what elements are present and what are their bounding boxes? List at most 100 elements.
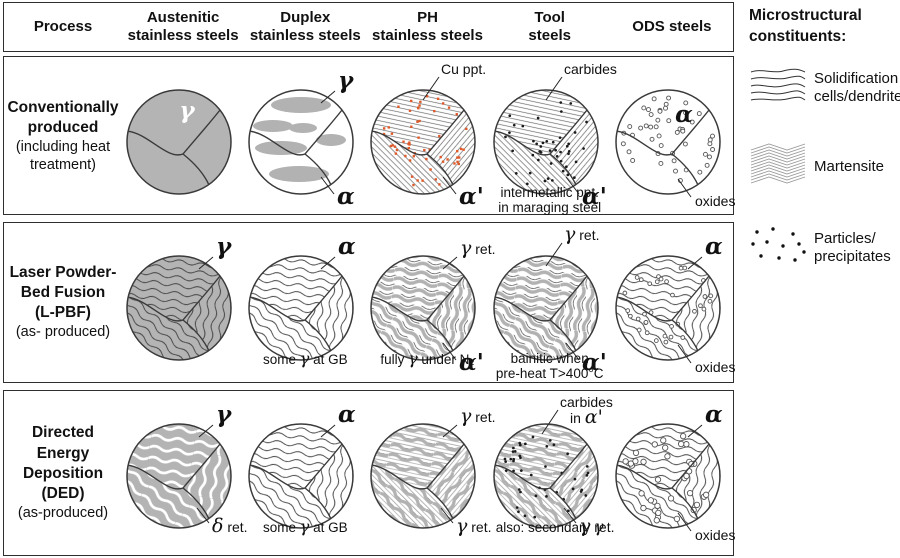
orange-dots bbox=[383, 95, 468, 187]
microstructure-cell-ded-tool: carbides in α' γ ret. also: secondary γ bbox=[489, 391, 614, 555]
phase-label: α' bbox=[582, 183, 607, 210]
phase-label: γ bbox=[180, 97, 197, 124]
phase-label: α bbox=[338, 233, 356, 260]
process-subtitle: (as- produced) bbox=[15, 324, 111, 341]
phase-label: in α' bbox=[570, 406, 603, 428]
cell-caption: some γ at GB bbox=[262, 349, 348, 368]
microstructure-cell-lpbf-ods: α oxides bbox=[611, 223, 735, 382]
micrograph-circle-lpbf-duplex: α bbox=[248, 233, 356, 361]
micrograph-circle-lpbf-tool: γ ret. α' bbox=[492, 223, 607, 376]
phase-label: γ ret. bbox=[456, 515, 491, 537]
phase-label: carbides bbox=[564, 61, 617, 77]
microstructure-cell-ded-ph: γ ret. γ ret. bbox=[366, 391, 496, 555]
open-med-dots bbox=[622, 265, 714, 345]
micrograph-circle-conventional-ph: Cu ppt. α' bbox=[370, 61, 487, 210]
phase-label: α bbox=[338, 401, 356, 428]
phase-label: γ bbox=[338, 67, 355, 94]
phase-label: γ ret. bbox=[579, 515, 614, 537]
legend-item-2: Particles/ precipitates bbox=[749, 224, 899, 273]
header-column-2: PH stainless steels bbox=[372, 9, 483, 44]
micrograph-circle-ded-duplex: α bbox=[248, 401, 356, 529]
black-dots bbox=[503, 101, 588, 186]
phase-label: α bbox=[337, 183, 355, 210]
microstructure-cell-ded-ods: α oxides bbox=[611, 391, 735, 555]
phase-label: γ bbox=[216, 233, 233, 260]
phase-label: α bbox=[675, 101, 693, 128]
microstructure-cell-conventional-tool: carbides α' intermetallic ppt. in maraging … bbox=[489, 57, 617, 216]
row-lpbf: Laser Powder- Bed Fusion (L-PBF) (as- pro… bbox=[3, 222, 735, 383]
header-column-4: ODS steels bbox=[632, 18, 712, 35]
phase-label: α bbox=[705, 401, 723, 428]
microstructure-cell-conventional-ods: α oxides bbox=[611, 57, 735, 215]
legend-item-0: Solidification cells/dendrites bbox=[749, 64, 900, 113]
header-row: Process Austenitic stainless steels Duple… bbox=[3, 2, 734, 52]
greek-symbol: γ bbox=[299, 349, 310, 368]
phase-label: oxides bbox=[695, 359, 735, 375]
cell-caption: also: secondary γ bbox=[495, 517, 604, 536]
microstructure-cell-lpbf-ph: γ ret. α' fully γ under N₂ bbox=[366, 223, 496, 382]
microstructure-cell-lpbf-austenitic: γ bbox=[122, 223, 244, 382]
phase-label: γ ret. bbox=[564, 223, 599, 245]
cell-caption: some γ at GB bbox=[262, 517, 348, 536]
micrograph-circle-conventional-austenitic: γ bbox=[126, 89, 232, 195]
martensite-hatch-icon bbox=[749, 143, 807, 192]
micrograph-circle-ded-ph: γ ret. γ ret. bbox=[370, 405, 496, 537]
legend: Microstructural constituents: Solidifica… bbox=[749, 4, 900, 273]
micrograph-circle-conventional-ods: α oxides bbox=[615, 89, 735, 209]
legend-item-label: Solidification cells/dendrites bbox=[814, 69, 900, 106]
micrograph-circle-lpbf-ph: γ ret. α' bbox=[370, 237, 496, 376]
microstructure-cell-conventional-austenitic: γ bbox=[122, 57, 244, 215]
process-cell: Conventionally produced (including heat t… bbox=[4, 57, 122, 215]
greek-symbol: γ bbox=[408, 349, 418, 368]
phase-label: carbides bbox=[560, 394, 613, 410]
phase-label: δ ret. bbox=[212, 515, 248, 537]
legend-items: Solidification cells/dendrites Martensite… bbox=[749, 64, 900, 273]
process-title: Conventionally produced bbox=[7, 98, 119, 136]
black-dots bbox=[503, 435, 590, 519]
process-cell: Directed Energy Deposition (DED) (as-prod… bbox=[4, 391, 122, 555]
phase-label: γ bbox=[216, 401, 233, 428]
micrograph-circle-conventional-duplex: γα bbox=[248, 67, 355, 210]
legend-item-label: Martensite bbox=[814, 157, 885, 175]
process-title: Directed Energy Deposition (DED) bbox=[22, 424, 104, 502]
cell-caption: fully γ under N₂ bbox=[380, 349, 475, 368]
process-title: Laser Powder- Bed Fusion (L-PBF) bbox=[9, 263, 117, 322]
microstructure-cell-ded-duplex: α some γ at GB bbox=[244, 391, 366, 555]
micrograph-circle-ded-austenitic: γ δ ret. bbox=[126, 401, 248, 537]
micrograph-circle-lpbf-ods: α oxides bbox=[615, 233, 735, 375]
phase-label: α' bbox=[459, 183, 484, 210]
microstructure-cell-lpbf-duplex: α some γ at GB bbox=[244, 223, 366, 382]
process-cell: Laser Powder- Bed Fusion (L-PBF) (as- pro… bbox=[4, 223, 122, 382]
solidification-lines-icon bbox=[749, 64, 807, 113]
header-column-0: Austenitic stainless steels bbox=[127, 9, 239, 44]
cell-caption: intermetallic ppt. in maraging steel bbox=[498, 185, 602, 216]
header-column-3: Tool steels bbox=[528, 9, 571, 44]
cell-caption: bainitic when pre-heat T>400°C bbox=[495, 351, 604, 382]
header-process: Process bbox=[33, 18, 93, 35]
greek-symbol: γ bbox=[594, 517, 604, 536]
phase-label: α' bbox=[459, 349, 484, 376]
microstructure-cell-lpbf-tool: γ ret. α' bainitic when pre-heat T>400°C bbox=[489, 223, 611, 382]
row-ded: Directed Energy Deposition (DED) (as-prod… bbox=[3, 390, 735, 556]
phase-label: γ ret. bbox=[460, 237, 495, 259]
legend-title: Microstructural constituents: bbox=[749, 7, 862, 45]
micrograph-circle-lpbf-austenitic: γ bbox=[126, 233, 233, 361]
header-column-1: Duplex stainless steels bbox=[249, 9, 361, 44]
micrograph-circle-conventional-tool: carbides α' bbox=[492, 61, 617, 210]
microstructure-cell-ded-austenitic: γ δ ret. bbox=[122, 391, 248, 555]
process-subtitle: (including heat treatment) bbox=[15, 139, 111, 173]
process-subtitle: (as-produced) bbox=[17, 504, 109, 521]
phase-label: α' bbox=[582, 349, 607, 376]
phase-label: oxides bbox=[695, 193, 735, 209]
phase-label: γ ret. bbox=[460, 405, 495, 427]
particles-dots-icon bbox=[749, 224, 807, 273]
phase-label: Cu ppt. bbox=[441, 61, 486, 77]
phase-label: α bbox=[705, 233, 723, 260]
microstructure-cell-conventional-ph: Cu ppt. α' bbox=[366, 57, 488, 215]
greek-symbol: γ bbox=[299, 517, 310, 536]
legend-item-1: Martensite bbox=[749, 143, 899, 192]
phase-label: oxides bbox=[695, 527, 735, 543]
